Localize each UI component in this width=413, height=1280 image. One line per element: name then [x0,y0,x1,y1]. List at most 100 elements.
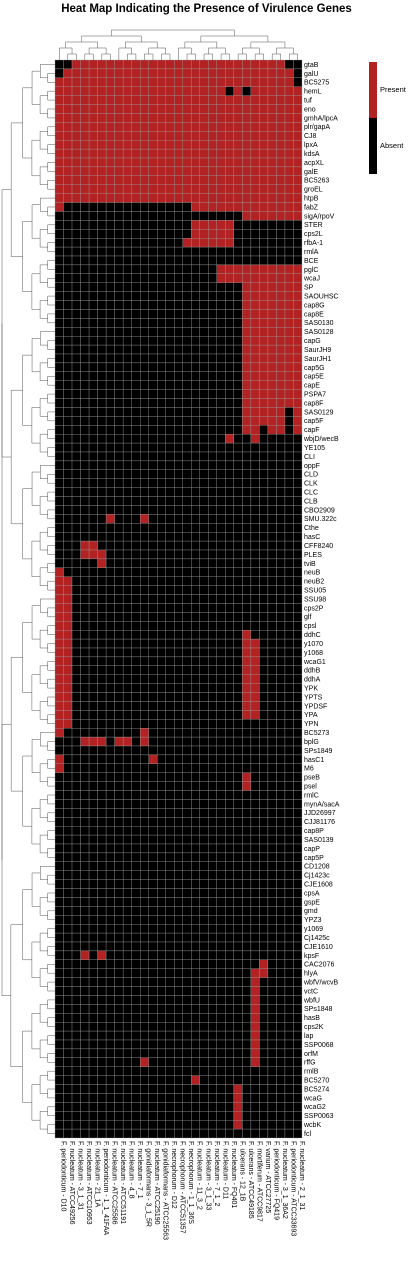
heatmap-cell [191,425,200,435]
heatmap-cell [233,514,243,524]
heatmap-cell [199,1120,209,1130]
heatmap-cell [88,772,98,782]
heatmap-cell [267,184,277,194]
heatmap-cell [165,487,175,497]
heatmap-cell [191,941,200,952]
heatmap-cell [250,763,260,773]
heatmap-cell [233,1066,243,1076]
heatmap-cell [250,1057,260,1067]
heatmap-cell [63,523,73,533]
heatmap-cell [80,852,90,862]
heatmap-cell [148,229,158,239]
heatmap-cell [122,460,132,470]
column-dendrogram-branch [276,47,294,54]
heatmap-cell [199,77,209,87]
heatmap-cell [54,808,64,818]
heatmap-cell [250,184,260,194]
row-tick-label: PLES [304,552,322,559]
heatmap-cell [182,1093,192,1103]
column-dendrogram-branch [88,47,107,54]
heatmap-cell [157,157,166,168]
heatmap-cell [182,425,192,435]
heatmap-cell [233,879,243,889]
heatmap-cell [293,336,303,346]
heatmap-cell [284,86,294,96]
heatmap-cell [293,193,303,203]
heatmap-cell [225,1004,235,1014]
heatmap-cell [88,879,98,889]
heatmap-cell [165,656,175,666]
heatmap-cell [267,817,277,827]
heatmap-cell [88,166,98,176]
heatmap-cell [225,852,235,862]
heatmap-cell [148,1111,158,1121]
heatmap-cell [199,344,209,355]
heatmap-cell [233,1013,243,1023]
heatmap-cell [148,772,158,782]
heatmap-cell [250,745,260,756]
heatmap-cell [157,790,166,800]
heatmap-cell [97,300,107,310]
heatmap-cell [80,362,90,372]
heatmap-cell [233,630,243,640]
heatmap-cell [199,309,209,319]
row-tick-label: BCE [304,258,319,265]
heatmap-cell [225,327,235,337]
heatmap-cell [63,166,73,176]
heatmap-cell [225,398,235,408]
heatmap-cell [122,86,132,96]
heatmap-cell [54,425,64,435]
heatmap-cell [174,1093,183,1103]
heatmap-cell [242,745,252,756]
heatmap-cell [122,647,132,658]
heatmap-cell [225,140,235,150]
heatmap-cell [71,478,81,488]
heatmap-cell [174,86,183,96]
heatmap-cell [242,362,252,372]
column-tick-label: F. nucleatum - ATCC10953 [85,1141,92,1225]
heatmap-cell [88,924,98,934]
heatmap-cell [174,540,183,551]
heatmap-cell [259,843,269,854]
heatmap-cell [259,407,269,417]
heatmap-cell [250,968,260,978]
heatmap-cell [131,220,141,230]
heatmap-cell [216,656,226,666]
heatmap-cell [80,576,90,586]
heatmap-cell [208,665,218,675]
heatmap-cell [165,282,175,292]
heatmap-cell [284,157,294,168]
heatmap-cell [71,202,81,212]
heatmap-cell [182,389,192,399]
heatmap-cell [216,977,226,987]
heatmap-cell [97,728,107,738]
heatmap-cell [182,193,192,203]
heatmap-cell [250,434,260,444]
row-tick-label: cpsl [304,623,317,630]
heatmap-cell [233,434,243,444]
heatmap-cell [191,950,200,960]
heatmap-cell [122,505,132,515]
heatmap-cell [182,1057,192,1067]
heatmap-cell [233,941,243,952]
heatmap-cell [233,238,243,248]
heatmap-cell [105,772,115,782]
heatmap-cell [259,380,269,390]
row-dendrogram-branch [10,389,23,525]
heatmap-cell [208,924,218,934]
heatmap-cell [276,327,286,337]
heatmap-cell [157,585,166,595]
heatmap-cell [105,621,115,631]
column-tick-label: F. nucleatum - 3_1_36A2 [281,1141,288,1219]
heatmap-cell [242,630,252,640]
heatmap-cell [80,211,90,221]
column-dendrogram-branch [127,53,137,60]
heatmap-cell [174,425,183,435]
heatmap-cell [148,647,158,658]
heatmap-cell [157,612,166,622]
heatmap-cell [157,915,166,925]
heatmap-cell [242,220,252,230]
heatmap-cell [71,131,81,141]
heatmap-cell [174,897,183,907]
heatmap-cell [225,879,235,889]
